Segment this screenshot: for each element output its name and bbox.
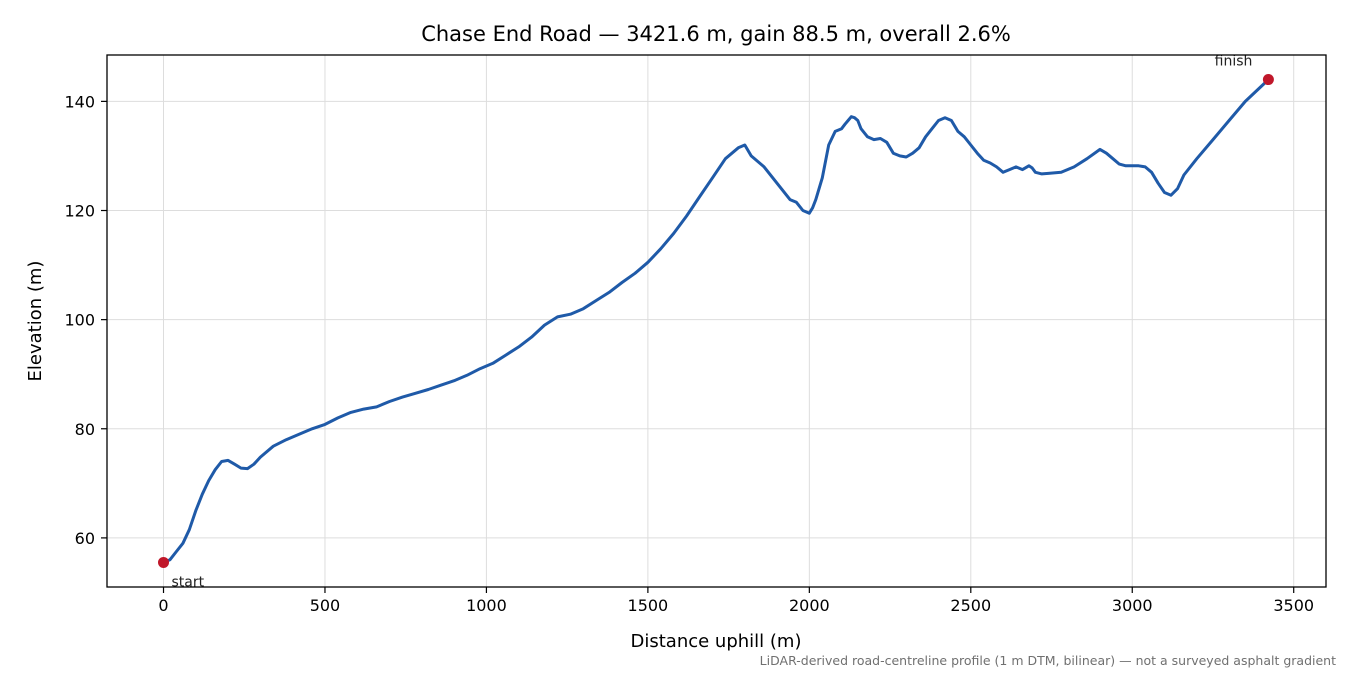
x-tick-label: 2500 bbox=[950, 596, 991, 615]
y-tick-label: 140 bbox=[64, 92, 95, 111]
y-tick-label: 120 bbox=[64, 202, 95, 221]
x-axis-label: Distance uphill (m) bbox=[631, 631, 802, 652]
chart-title: Chase End Road — 3421.6 m, gain 88.5 m, … bbox=[421, 22, 1011, 46]
start-marker bbox=[158, 556, 170, 568]
elevation-series-line bbox=[162, 78, 1270, 564]
finish-label: finish bbox=[1215, 54, 1253, 70]
x-tick-label: 500 bbox=[310, 596, 341, 615]
y-tick-label: 100 bbox=[64, 311, 95, 330]
grid-lines bbox=[107, 55, 1326, 587]
x-tick-label: 3000 bbox=[1112, 596, 1153, 615]
x-axis-ticks: 0 500 1000 1500 2000 2500 3000 3500 bbox=[158, 587, 1314, 615]
y-tick-label: 60 bbox=[75, 529, 95, 548]
x-tick-label: 2000 bbox=[789, 596, 830, 615]
x-tick-label: 3500 bbox=[1273, 596, 1314, 615]
finish-marker bbox=[1262, 74, 1274, 86]
x-tick-label: 1500 bbox=[628, 596, 669, 615]
x-tick-label: 0 bbox=[158, 596, 168, 615]
plot-frame bbox=[106, 54, 1327, 588]
start-label: start bbox=[172, 574, 205, 590]
y-tick-label: 80 bbox=[75, 420, 95, 439]
footnote: LiDAR-derived road-centreline profile (1… bbox=[760, 653, 1336, 668]
y-axis-label: Elevation (m) bbox=[25, 261, 46, 382]
x-tick-label: 1000 bbox=[466, 596, 507, 615]
y-axis-ticks: 60 80 100 120 140 bbox=[64, 92, 107, 548]
